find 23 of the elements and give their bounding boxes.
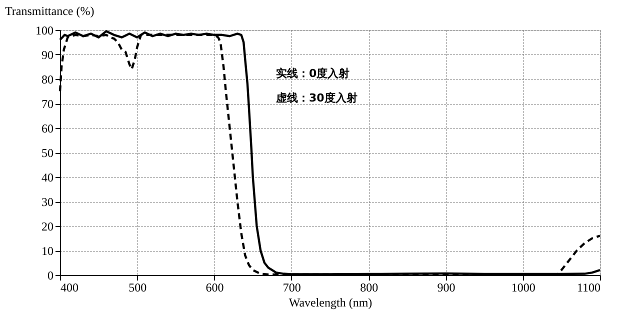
x-tick-label: 1000 [511,280,536,294]
x-tick-label: 700 [282,280,301,294]
annotation: 实线：0度入射 [276,67,350,80]
x-tick-label: 400 [60,280,78,294]
x-tick-label: 800 [360,280,378,294]
y-tick-label: 40 [42,170,54,184]
y-tick-label: 100 [36,24,54,38]
annotation: 虚线：30度入射 [275,92,358,105]
x-tick-label: 900 [437,280,456,294]
y-tick-label: 0 [48,268,54,282]
x-tick-label: 500 [128,280,147,294]
x-tick-label: 1100 [576,280,600,294]
y-tick-label: 20 [42,220,54,234]
y-tick-label: 80 [42,72,54,86]
x-axis-title: Wavelength (nm) [288,296,372,310]
y-tick-label: 30 [42,195,54,209]
x-tick-label: 600 [206,280,224,294]
y-tick-label: 60 [42,122,54,136]
y-tick-label: 10 [42,244,54,258]
y-tick-label: 70 [42,97,54,111]
y-axis-title: Transmittance (%) [5,4,94,18]
y-tick-label: 90 [42,48,54,62]
y-tick-label: 50 [42,146,54,160]
